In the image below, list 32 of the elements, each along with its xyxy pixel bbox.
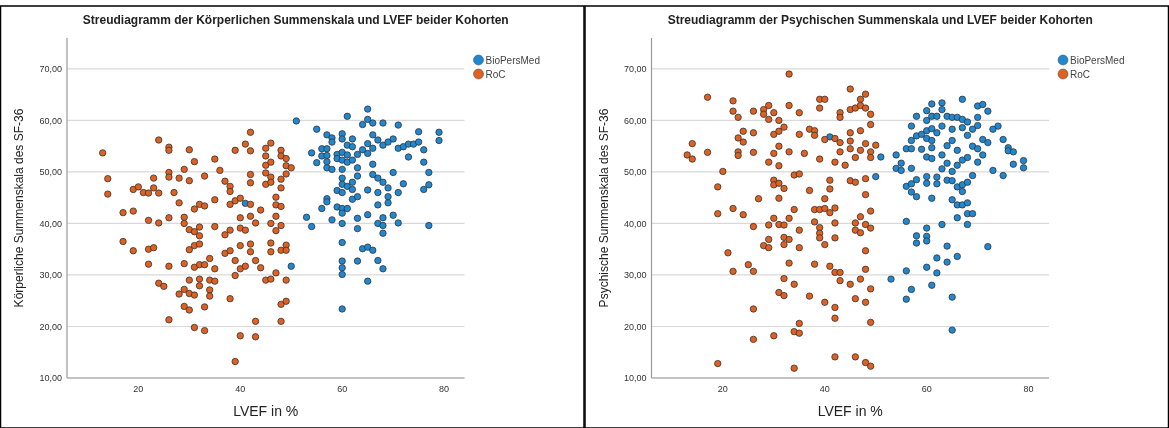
y-tick-label: 30,00 xyxy=(39,270,62,281)
y-tick-label: 30,00 xyxy=(623,270,647,281)
y-tick-label: 20,00 xyxy=(623,321,647,332)
y-axis-title: Psychische Summenskala des SF-36 xyxy=(596,108,611,308)
y-tick-label: 10,00 xyxy=(39,373,62,384)
x-tick-label: 40 xyxy=(819,384,830,394)
chart-title: Streudiagramm der Psychischen Summenskala und LVEF beider Kohorten xyxy=(667,13,1093,27)
x-tick-label: 60 xyxy=(921,384,932,394)
y-tick-label: 50,00 xyxy=(39,167,62,178)
y-tick-label: 70,00 xyxy=(623,64,647,75)
x-tick-label: 80 xyxy=(1023,384,1034,394)
y-tick-label: 70,00 xyxy=(39,64,62,75)
y-tick-label: 60,00 xyxy=(623,115,647,126)
x-tick-label: 20 xyxy=(133,384,144,394)
legend-label: RoC xyxy=(485,68,506,80)
legend-label: BioPersMed xyxy=(485,54,540,66)
x-axis-title: LVEF in % xyxy=(817,403,883,419)
y-tick-label: 20,00 xyxy=(39,321,62,332)
y-tick-label: 50,00 xyxy=(623,167,647,178)
x-axis-title: LVEF in % xyxy=(233,403,299,419)
x-tick-label: 80 xyxy=(439,384,450,394)
y-tick-label: 60,00 xyxy=(39,115,62,126)
x-tick-label: 40 xyxy=(235,384,246,394)
y-tick-label: 40,00 xyxy=(39,218,62,229)
chart-title: Streudiagramm der Körperlichen Summenskala und LVEF beider Kohorten xyxy=(82,13,509,27)
x-tick-label: 60 xyxy=(337,384,348,394)
y-axis-title: Körperliche Summenskala des SF-36 xyxy=(12,108,26,308)
x-tick-label: 20 xyxy=(717,384,728,394)
legend-label: RoC xyxy=(1070,68,1091,80)
y-tick-label: 40,00 xyxy=(623,218,647,229)
y-tick-label: 10,00 xyxy=(623,373,647,384)
legend-label: BioPersMed xyxy=(1070,54,1125,66)
